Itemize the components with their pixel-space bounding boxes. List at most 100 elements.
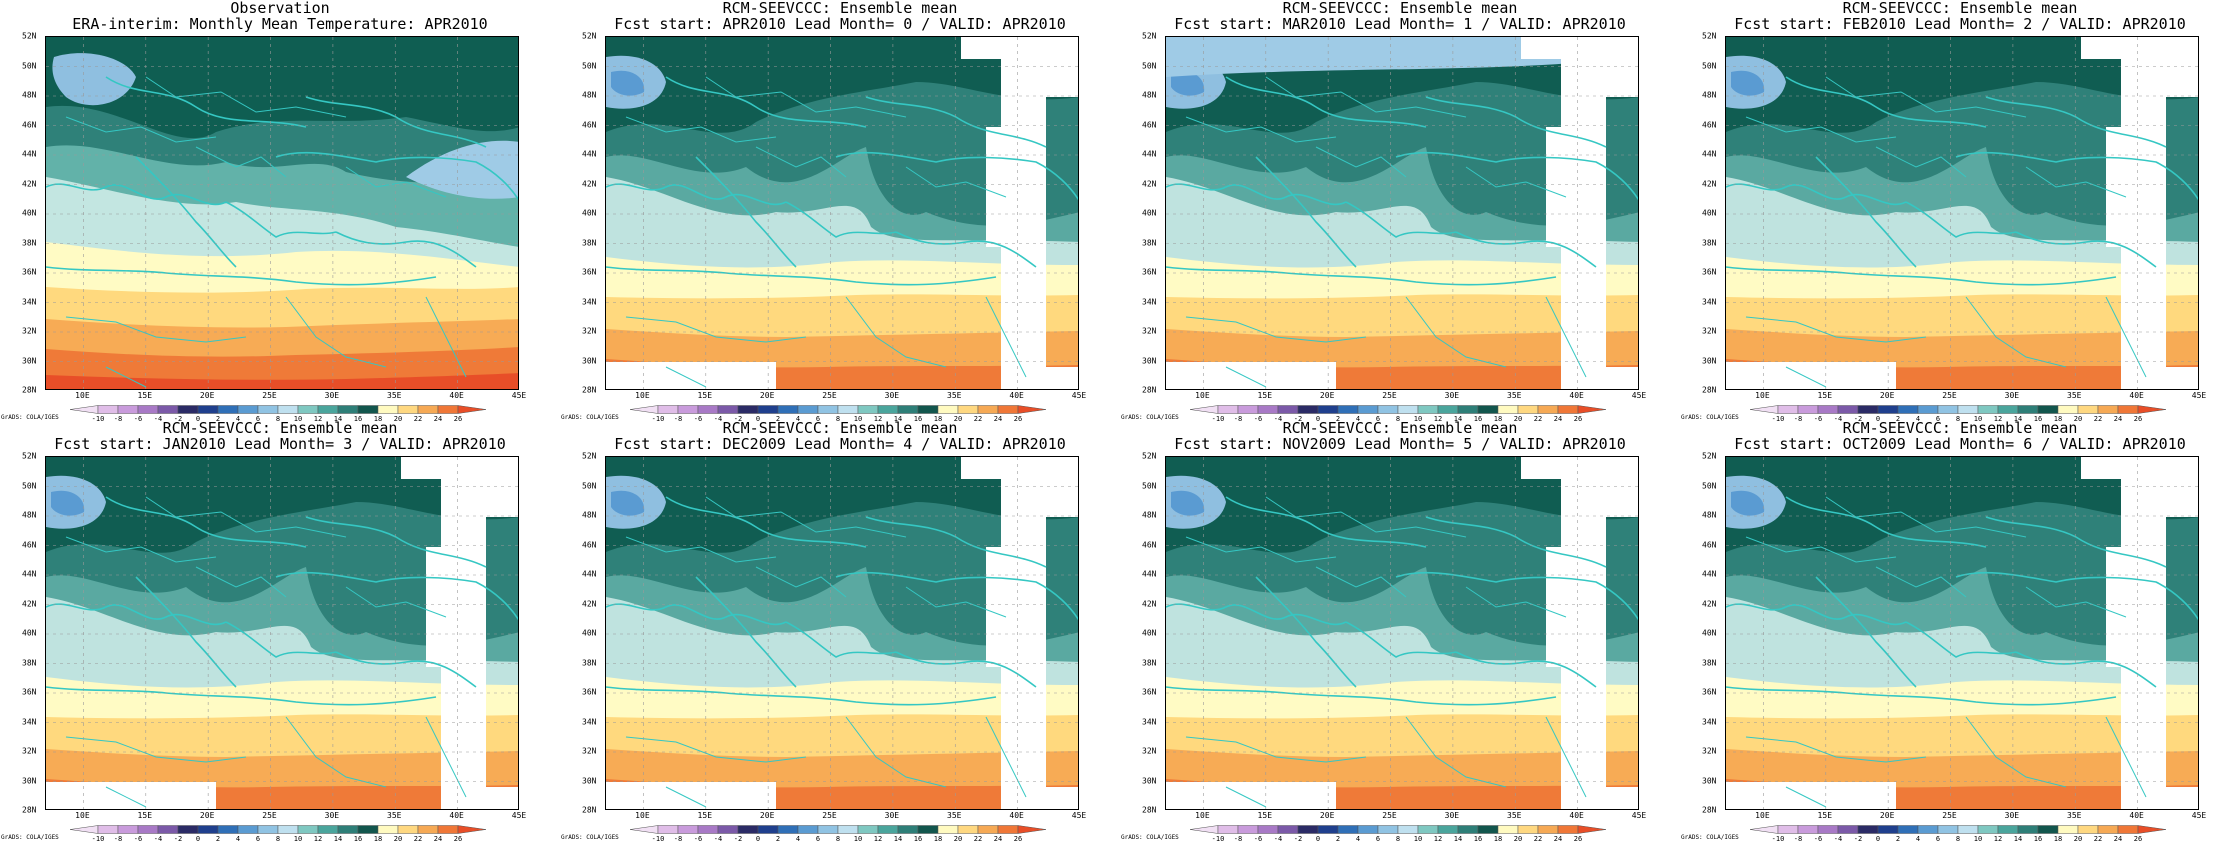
lon-label: 15E	[1817, 811, 1833, 820]
lat-label: 48N	[22, 90, 37, 100]
colorbar	[1190, 405, 1606, 414]
colorbar-label: 2	[1895, 835, 1901, 843]
colorbar	[630, 825, 1046, 834]
no-data-mask	[986, 457, 1078, 809]
lon-label: 30E	[884, 391, 900, 400]
temperature-map	[1725, 456, 2199, 810]
country-border	[985, 296, 1027, 378]
colorbar-swatch	[1977, 825, 1999, 834]
colorbar-label: -4	[153, 835, 163, 843]
colorbar-label: 12	[313, 835, 323, 843]
lat-label: 34N	[1142, 717, 1157, 726]
colorbar-swatch	[2037, 825, 2059, 834]
country-border	[65, 116, 217, 143]
lat-label: 50N	[1702, 481, 1717, 490]
coastline	[46, 183, 227, 206]
colorbar-label: -4	[153, 415, 163, 423]
no-data-mask	[1166, 782, 1336, 809]
colorbar-swatch	[1377, 825, 1399, 834]
lon-label: 40E	[2129, 391, 2144, 400]
colorbar-swatch	[157, 825, 179, 834]
colorbar-label: 22	[973, 835, 983, 843]
colorbar-swatch	[1237, 405, 1259, 414]
lon-label: 10E	[75, 391, 90, 400]
colorbar-swatch	[757, 405, 779, 414]
colorbar-swatch	[630, 825, 659, 834]
colorbar-label: 12	[1993, 835, 2003, 843]
colorbar-swatch	[2137, 825, 2166, 834]
colorbar-swatch	[937, 405, 959, 414]
colorbar-swatch	[837, 405, 859, 414]
coastline	[895, 651, 1037, 688]
colorbar-label: -8	[1233, 415, 1243, 423]
colorbar-label: 20	[2073, 415, 2083, 423]
no-data-mask	[961, 37, 1001, 59]
colorbar-swatch	[1257, 825, 1279, 834]
colorbar-swatch	[257, 405, 279, 414]
grads-credit: GrADS: COLA/IGES	[1121, 834, 1179, 841]
colorbar-label: 12	[873, 835, 883, 843]
colorbar-label: 14	[1453, 835, 1463, 843]
coastline	[305, 96, 487, 148]
colorbar-swatch	[1397, 405, 1419, 414]
cold-zone	[1171, 70, 1205, 96]
colorbar-label: 16	[353, 835, 363, 843]
coastline	[606, 686, 997, 706]
colorbar-label: -6	[693, 415, 703, 423]
colorbar-swatch	[1817, 825, 1839, 834]
lat-label: 38N	[1702, 658, 1717, 667]
colorbar-label: -4	[1833, 415, 1843, 423]
colorbar-swatch	[2037, 405, 2059, 414]
colorbar-swatch	[457, 825, 486, 834]
lon-label: 35E	[387, 391, 402, 400]
country-border	[1875, 146, 1967, 178]
colorbar-swatch	[1897, 825, 1919, 834]
lat-label: 34N	[582, 717, 597, 726]
panel-subtitle: Fcst start: APR2010 Lead Month= 0 / VALI…	[614, 15, 1066, 33]
lat-label: 38N	[22, 238, 37, 247]
lon-label: 45E	[2191, 811, 2207, 820]
lon-label: 20E	[199, 391, 215, 400]
colorbar-label: 6	[1935, 415, 1941, 423]
lat-label: 28N	[1142, 805, 1157, 815]
lat-label: 42N	[22, 599, 37, 608]
colorbar-label: 0	[755, 415, 761, 423]
colorbar-swatch	[1957, 405, 1979, 414]
colorbar-label: 16	[913, 415, 923, 423]
lat-label: 46N	[582, 120, 597, 129]
colorbar-label: 4	[795, 835, 801, 843]
colorbar-label: -6	[1253, 415, 1263, 423]
no-data-mask	[1521, 457, 1561, 479]
coastline	[1166, 266, 1557, 286]
lon-label: 30E	[324, 391, 340, 400]
country-border	[145, 496, 347, 538]
colorbar-swatch	[1777, 405, 1799, 414]
colorbar-swatch	[1357, 405, 1379, 414]
colorbar-swatch	[137, 825, 159, 834]
colorbar-label: 4	[1915, 835, 1921, 843]
country-border	[145, 76, 347, 118]
country-border	[1965, 716, 2067, 788]
colorbar-swatch	[1317, 825, 1339, 834]
colorbar-label: 14	[893, 835, 903, 843]
lat-label: 32N	[22, 746, 37, 756]
colorbar-swatch	[1517, 825, 1539, 834]
no-data-mask	[2081, 457, 2121, 479]
coastline	[665, 496, 867, 548]
colorbar-swatch	[817, 825, 839, 834]
lat-label: 36N	[1702, 687, 1717, 697]
grads-credit: GrADS: COLA/IGES	[561, 414, 619, 421]
colorbar-swatch	[117, 825, 139, 834]
colorbar-swatch	[697, 825, 719, 834]
colorbar-swatch	[1477, 825, 1499, 834]
coastline	[46, 686, 437, 706]
colorbar-swatch	[1557, 825, 1579, 834]
country-border	[1185, 116, 1337, 143]
coastline	[1905, 201, 2017, 238]
coastline	[865, 516, 1047, 568]
colorbar-label: -2	[733, 415, 743, 423]
colorbar-swatch	[1477, 405, 1499, 414]
grads-credit: GrADS: COLA/IGES	[561, 834, 619, 841]
colorbar-label: 26	[453, 835, 463, 843]
country-border	[65, 536, 217, 563]
